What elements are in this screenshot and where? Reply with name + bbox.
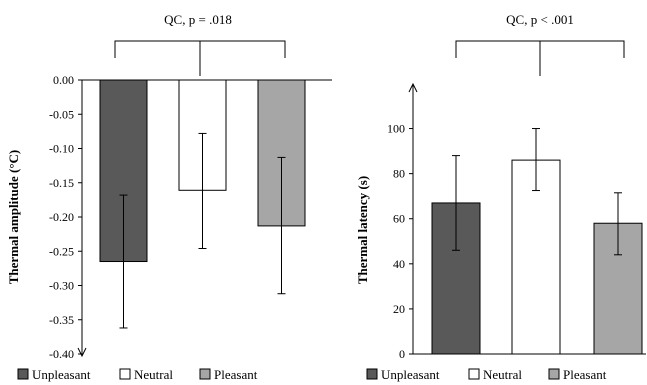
p1-significance-annotation: QC, p = .018 <box>164 12 232 27</box>
p2-y-axis-arrow <box>408 82 418 93</box>
p1-y-axis-arrow <box>77 347 87 358</box>
legend2-label-pleasant: Pleasant <box>563 367 607 382</box>
legend1-swatch-pleasant <box>199 368 211 380</box>
legend1-swatch-neutral <box>119 368 131 380</box>
p2-y-tick-label: 100 <box>387 122 405 136</box>
p2-y-tick-label: 0 <box>399 347 405 361</box>
legend2-swatch-unpleasant <box>366 368 378 380</box>
p1-y-tick-label: -0.20 <box>49 210 74 224</box>
p1-y-tick-label: 0.00 <box>53 73 74 87</box>
legend1-label-pleasant: Pleasant <box>214 367 258 382</box>
p2-significance-annotation: QC, p < .001 <box>506 12 574 27</box>
legend2-swatch-pleasant <box>548 368 560 380</box>
legend1-label-neutral: Neutral <box>134 367 173 382</box>
legend1-swatch-unpleasant <box>17 368 29 380</box>
legend2-label-unpleasant: Unpleasant <box>381 367 440 382</box>
legend2-swatch-neutral <box>468 368 480 380</box>
p1-y-tick-label: -0.35 <box>49 313 74 327</box>
p1-y-tick-label: -0.40 <box>49 347 74 361</box>
legend2-label-neutral: Neutral <box>483 367 522 382</box>
p1-y-tick-label: -0.10 <box>49 142 74 156</box>
p1-y-tick-label: -0.30 <box>49 279 74 293</box>
p1-y-tick-label: -0.15 <box>49 176 74 190</box>
p2-y-tick-label: 60 <box>393 212 405 226</box>
p2-y-axis-label: Thermal latency (s) <box>355 176 370 284</box>
p2-y-tick-label: 20 <box>393 302 405 316</box>
p1-y-axis-label: Thermal amplitude (°C) <box>6 150 21 284</box>
p1-y-tick-label: -0.25 <box>49 244 74 258</box>
p1-y-tick-label: -0.05 <box>49 107 74 121</box>
p2-y-tick-label: 80 <box>393 167 405 181</box>
legend1-label-unpleasant: Unpleasant <box>32 367 91 382</box>
p2-y-tick-label: 40 <box>393 257 405 271</box>
